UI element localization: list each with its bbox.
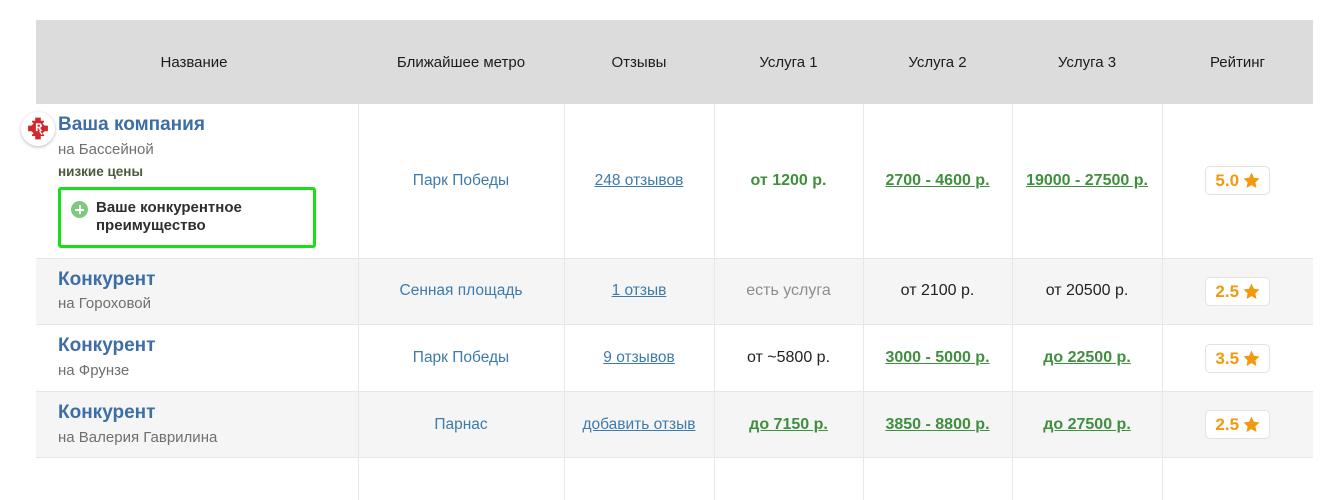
cell-service-3: от 20500 р. xyxy=(1012,258,1163,326)
status-badge[interactable]: 2.5 xyxy=(1205,410,1271,440)
metro-link[interactable]: Сенная площадь xyxy=(399,282,523,300)
cell-reviews: 1 отзыв xyxy=(564,258,715,326)
competitive-advantage-text: Ваше конкурентное преимущество xyxy=(96,199,242,235)
cell-service-1 xyxy=(714,457,864,500)
cell-metro: Парк Победы xyxy=(358,104,565,259)
column-header-reviews[interactable]: Отзывы xyxy=(564,20,714,104)
cell-service-2: 3850 - 8800 р. xyxy=(863,391,1013,459)
column-header-service-3[interactable]: Услуга 3 xyxy=(1012,20,1162,104)
reviews-link[interactable]: 248 отзывов xyxy=(594,171,684,189)
service-2-price[interactable]: 3000 - 5000 р. xyxy=(885,349,990,366)
cell-reviews: добавить отзыв xyxy=(564,391,715,459)
service-3-price: от 20500 р. xyxy=(1045,282,1129,300)
cell-service-3: до 22500 р. xyxy=(1012,324,1163,392)
star-icon xyxy=(1243,416,1260,432)
header-row: Название Ближайшее метро Отзывы Услуга 1… xyxy=(36,20,1313,104)
metro-link[interactable]: Парнас xyxy=(434,415,488,433)
company-address: на Бассейной xyxy=(58,140,154,158)
company-name-link[interactable]: Конкурент xyxy=(58,401,156,423)
cell-reviews: 248 отзывов xyxy=(564,104,715,259)
cell-metro: Сенная площадь xyxy=(358,258,565,326)
company-address: на Фрунзе xyxy=(58,362,130,380)
service-1-price: есть услуга xyxy=(746,282,831,300)
company-address: на Валерия Гаврилина xyxy=(58,428,218,446)
service-1-price[interactable]: до 7150 р. xyxy=(749,415,828,433)
cell-reviews xyxy=(564,457,715,500)
cell-metro: Парнас xyxy=(358,391,565,459)
table-header: Название Ближайшее метро Отзывы Услуга 1… xyxy=(36,20,1313,104)
star-icon xyxy=(1243,172,1260,189)
cell-service-3 xyxy=(1012,457,1163,500)
table-row: Конкурент на Валерия Гаврилина Парнас до… xyxy=(36,391,1313,459)
service-1-price: от ~5800 р. xyxy=(746,349,831,366)
reviews-link[interactable]: 1 отзыв xyxy=(611,282,667,300)
cell-service-1: есть услуга xyxy=(714,258,864,326)
comparison-table: Название Ближайшее метро Отзывы Услуга 1… xyxy=(21,20,1313,500)
metro-link[interactable]: Парк Победы xyxy=(412,171,510,189)
metro-link[interactable]: Парк Победы xyxy=(412,349,510,366)
service-2-price[interactable]: 2700 - 4600 р. xyxy=(885,171,990,189)
service-3-price[interactable]: до 27500 р. xyxy=(1043,415,1131,433)
cell-service-2: от 2100 р. xyxy=(863,258,1013,326)
company-address: на Гороховой xyxy=(58,295,151,313)
cell-service-1: до 7150 р. xyxy=(714,391,864,459)
table-row: Конкурент на Гороховой Сенная площадь 1 … xyxy=(36,258,1313,326)
column-header-name[interactable]: Название xyxy=(36,20,358,104)
cell-company-info: Ваша компания на Бассейной низкие цены В… xyxy=(21,104,359,259)
company-name-link[interactable]: Конкурент xyxy=(58,335,156,357)
table-row: Ваша компания на Бассейной низкие цены В… xyxy=(21,104,1313,259)
rating-value: 5.0 xyxy=(1215,171,1240,191)
cell-company-info: Конкурент на Валерия Гаврилина xyxy=(36,391,359,459)
cell-rating: 2.5 xyxy=(1162,258,1313,326)
cell-service-1: от ~5800 р. xyxy=(714,324,864,392)
cell-company-info: Конкурент на Фрунзе xyxy=(36,324,359,392)
table-body: Ваша компания на Бассейной низкие цены В… xyxy=(21,104,1313,500)
cell-service-3: 19000 - 27500 р. xyxy=(1012,104,1163,259)
status-badge[interactable]: 5.0 xyxy=(1205,166,1271,196)
company-name-link[interactable]: Конкурент xyxy=(58,268,156,290)
cell-service-2: 3000 - 5000 р. xyxy=(863,324,1013,392)
service-2-price: от 2100 р. xyxy=(900,282,975,300)
column-header-metro[interactable]: Ближайшее метро xyxy=(358,20,564,104)
company-name-link[interactable]: Ваша компания xyxy=(58,114,205,135)
rating-value: 2.5 xyxy=(1215,281,1240,301)
rating-value: 2.5 xyxy=(1215,415,1240,435)
reviews-link[interactable]: добавить отзыв xyxy=(582,415,696,433)
cell-service-2: 2700 - 4600 р. xyxy=(863,104,1013,259)
reviews-link[interactable]: 9 отзывов xyxy=(603,349,675,366)
column-header-rating[interactable]: Рейтинг xyxy=(1162,20,1313,104)
star-icon xyxy=(1243,283,1260,299)
cell-company-info: Конкурент на Гороховой xyxy=(36,258,359,326)
column-header-service-1[interactable]: Услуга 1 xyxy=(714,20,863,104)
cell-company-info xyxy=(36,457,359,500)
status-badge[interactable]: 2.5 xyxy=(1205,276,1271,306)
service-3-price[interactable]: 19000 - 27500 р. xyxy=(1026,171,1148,189)
cell-reviews: 9 отзывов xyxy=(564,324,715,392)
company-tag: низкие цены xyxy=(58,163,143,179)
comparison-table-wrapper: Название Ближайшее метро Отзывы Услуга 1… xyxy=(21,20,1313,500)
table-row xyxy=(36,457,1313,500)
cell-service-2 xyxy=(863,457,1013,500)
star-icon xyxy=(1243,350,1260,366)
plus-circle-icon xyxy=(71,201,88,219)
cell-rating: 2.5 xyxy=(1162,391,1313,459)
cell-service-3: до 27500 р. xyxy=(1012,391,1163,459)
rating-value: 3.5 xyxy=(1215,348,1240,368)
service-3-price[interactable]: до 22500 р. xyxy=(1043,349,1131,366)
cell-rating: 3.5 xyxy=(1162,324,1313,392)
cell-metro xyxy=(358,457,565,500)
service-2-price[interactable]: 3850 - 8800 р. xyxy=(885,415,990,433)
cell-rating xyxy=(1162,457,1313,500)
cell-rating: 5.0 xyxy=(1162,104,1313,259)
cell-service-1: от 1200 р. xyxy=(714,104,864,259)
company-logo-icon xyxy=(21,112,55,146)
service-1-price: от 1200 р. xyxy=(750,171,827,189)
competitive-advantage-box[interactable]: Ваше конкурентное преимущество xyxy=(58,187,316,248)
table-row: Конкурент на Фрунзе Парк Победы 9 отзыво… xyxy=(36,324,1313,392)
column-header-service-2[interactable]: Услуга 2 xyxy=(863,20,1012,104)
status-badge[interactable]: 3.5 xyxy=(1205,343,1271,373)
cell-metro: Парк Победы xyxy=(358,324,565,392)
